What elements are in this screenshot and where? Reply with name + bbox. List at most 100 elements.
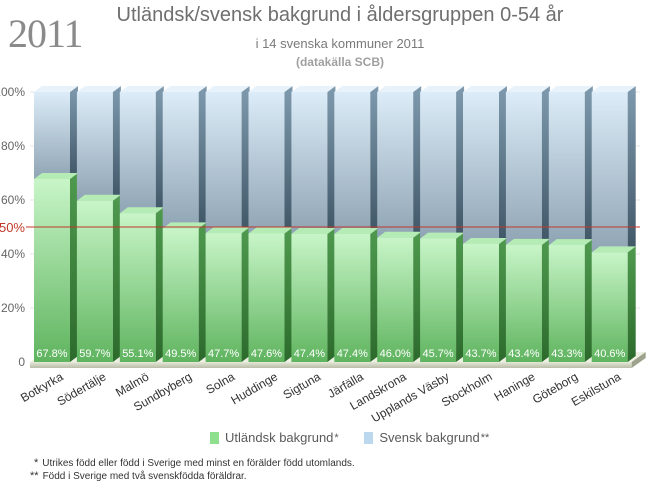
bar-side-utlandsk: [284, 227, 293, 362]
bar-side-utlandsk: [499, 238, 507, 362]
bar-side-svensk: [70, 86, 78, 179]
bar-boundary-top: [248, 227, 293, 234]
bar-segment-utlandsk: [591, 252, 628, 362]
bar-segment-svensk: [505, 92, 542, 245]
footnote-1: * Utrikes född eller född i Sverige med m…: [30, 457, 355, 470]
data-label: 46.0%: [380, 348, 411, 360]
bar-malmö: 55.1%: [119, 86, 164, 362]
bar-boundary-top: [205, 227, 250, 234]
data-label: 47.4%: [294, 348, 325, 360]
bar-top: [377, 86, 422, 92]
bar-side-svensk: [584, 86, 593, 246]
bar-side-svensk: [413, 86, 422, 238]
bar-side-svensk: [627, 86, 636, 253]
bar-segment-svensk: [548, 92, 585, 246]
bar-boundary-top: [291, 228, 336, 235]
bar-side-utlandsk: [413, 231, 422, 362]
data-label: 43.3%: [551, 348, 582, 360]
legend-mark-foreign: *: [334, 431, 339, 444]
data-label: 47.6%: [251, 348, 282, 360]
bar-boundary-top: [591, 246, 636, 253]
bar-segment-utlandsk: [205, 233, 242, 362]
bar-side-utlandsk: [584, 239, 593, 362]
bar-side-utlandsk: [541, 238, 550, 362]
bar-side-svensk: [284, 86, 293, 234]
bar-top: [463, 86, 507, 92]
data-label: 47.7%: [208, 348, 239, 360]
y-tick-label: 20%: [1, 301, 25, 315]
bar-boundary-top: [463, 238, 507, 245]
bar-boundary-top: [76, 194, 121, 201]
footnote-1-mark: *: [34, 457, 39, 469]
bar-boundary-top: [119, 207, 164, 214]
bar-side-utlandsk: [198, 222, 207, 362]
bar-side-svensk: [541, 86, 550, 245]
footnote-2-text: Född i Sverige med två svenskfödda föräl…: [42, 471, 247, 482]
data-label: 45.7%: [422, 348, 453, 360]
bar-side-svensk: [241, 86, 250, 234]
bar-göteborg: 43.3%: [548, 86, 593, 362]
footnote-1-text: Utrikes född eller född i Sverige med mi…: [42, 458, 355, 469]
reference-line-group: 50%: [0, 220, 640, 235]
bar-upplands-väsby: 45.7%: [420, 86, 465, 362]
data-label: 49.5%: [165, 348, 196, 360]
bar-segment-svensk: [377, 92, 414, 238]
bar-side-svensk: [112, 86, 121, 201]
bar-segment-svensk: [76, 92, 113, 201]
bar-boundary-top: [505, 238, 550, 245]
bar-botkyrka: 67.8%: [34, 86, 78, 362]
bar-side-utlandsk: [456, 232, 465, 362]
bar-boundary-top: [548, 239, 593, 246]
data-label: 59.7%: [79, 348, 110, 360]
bar-segment-svensk: [119, 92, 156, 214]
x-tick-label: Eskilstuna: [569, 369, 624, 409]
bar-side-utlandsk: [155, 207, 164, 362]
bar-segment-svensk: [205, 92, 242, 234]
legend-mark-swedish: **: [480, 431, 490, 444]
bar-sigtuna: 47.4%: [291, 86, 336, 362]
y-tick-label: 60%: [1, 193, 25, 207]
footnote-2: ** Född i Sverige med två svenskfödda för…: [30, 470, 355, 483]
legend-item-foreign: Utländsk bakgrund *: [210, 430, 339, 445]
bar-top: [591, 86, 636, 92]
bar-top: [205, 86, 250, 92]
bar-segment-svensk: [248, 92, 285, 234]
bar-järfälla: 47.4%: [334, 86, 379, 362]
data-label: 43.7%: [465, 348, 496, 360]
bar-segment-svensk: [420, 92, 457, 239]
bar-side-svensk: [327, 86, 336, 235]
footnote-2-mark: **: [30, 470, 39, 482]
bar-side-utlandsk: [627, 246, 636, 362]
data-label: 47.4%: [337, 348, 368, 360]
bar-segment-utlandsk: [548, 245, 585, 362]
bar-side-utlandsk: [112, 194, 121, 362]
bar-segment-utlandsk: [162, 228, 199, 362]
bar-side-utlandsk: [327, 228, 336, 362]
bar-boundary-top: [377, 231, 422, 238]
bar-segment-svensk: [291, 92, 328, 235]
y-tick-label: 0: [18, 355, 25, 369]
stacked-bar-chart: 67.8% 59.7% 55.1% 49.5% 47.7% 47.6% 47.4% 47.4%…: [0, 85, 646, 425]
data-source: (datakälla SCB): [295, 55, 385, 69]
bar-side-svensk: [499, 86, 507, 245]
bar-segment-utlandsk: [334, 234, 371, 362]
bar-top: [548, 86, 593, 92]
legend-swatch-foreign: [210, 431, 219, 444]
bar-boundary-top: [420, 232, 465, 239]
bar-top: [248, 86, 293, 92]
y-tick-label: 80%: [1, 139, 25, 153]
bar-haninge: 43.4%: [505, 86, 550, 362]
bar-top: [505, 86, 550, 92]
chart-title: Utländsk/svensk bakgrund i åldersgruppen…: [116, 4, 564, 26]
bar-top: [34, 86, 78, 92]
data-label: 40.6%: [594, 348, 625, 360]
chart-subtitle: i 14 svenska kommuner 2011: [255, 36, 425, 51]
bar-segment-utlandsk: [291, 234, 328, 362]
bar-side-utlandsk: [370, 228, 379, 362]
bar-side-utlandsk: [70, 172, 78, 362]
bar-segment-svensk: [162, 92, 199, 229]
bar-huddinge: 47.6%: [248, 86, 293, 362]
bar-stockholm: 43.7%: [463, 86, 507, 362]
bar-top: [119, 86, 164, 92]
year-label: 2011: [8, 11, 84, 56]
